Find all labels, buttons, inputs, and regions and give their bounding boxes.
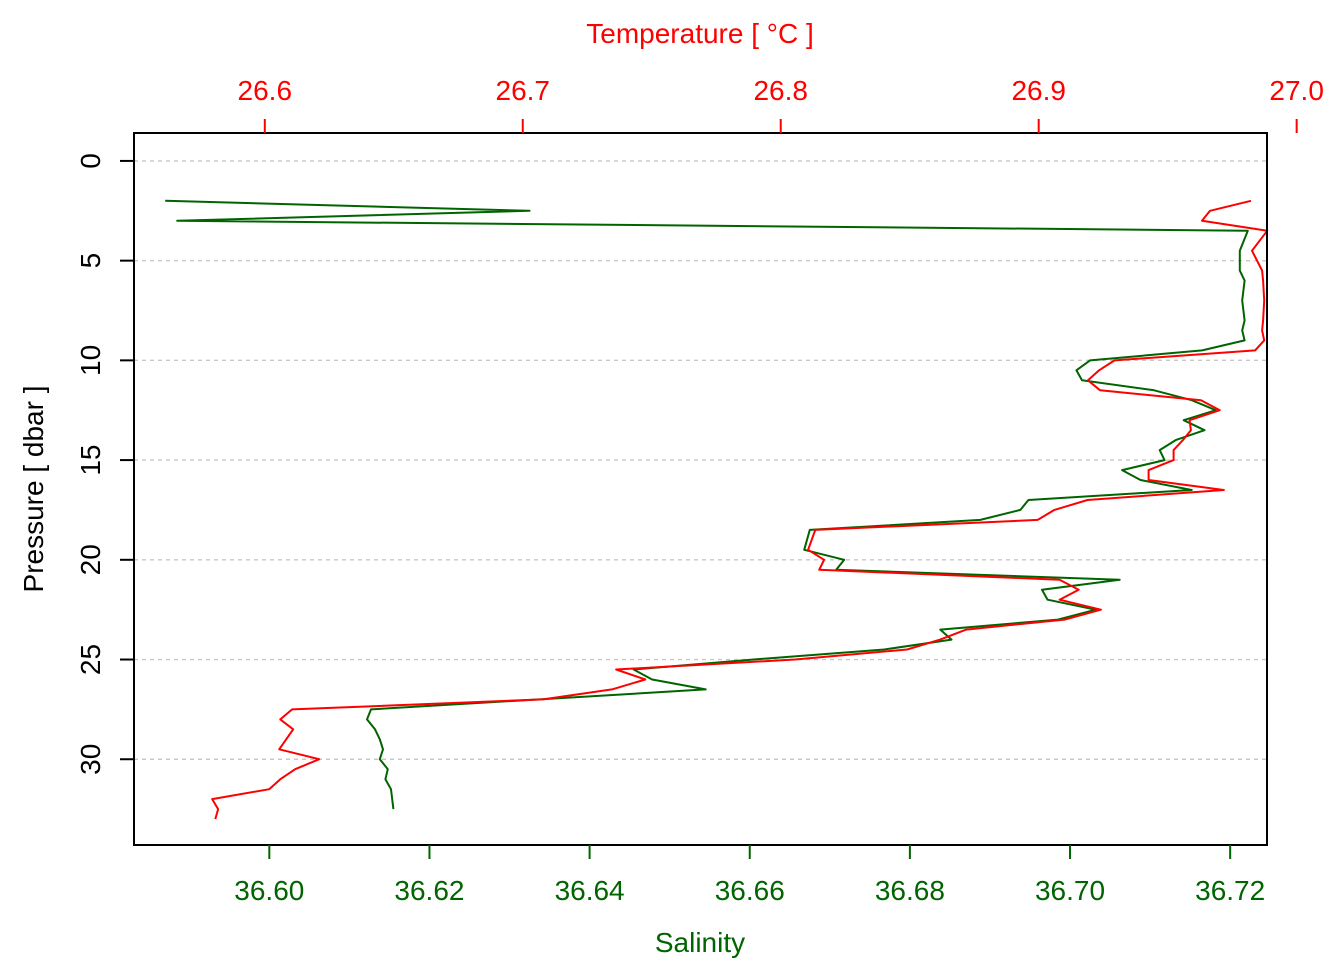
x-top-tick-label: 26.8 <box>753 75 808 106</box>
y-axis: 0 5 10 15 20 25 30 <box>75 153 134 775</box>
x-top-tick-label: 26.6 <box>238 75 293 106</box>
x-bottom-tick-label: 36.72 <box>1195 875 1265 906</box>
x-bottom-tick-label: 36.64 <box>555 875 625 906</box>
series-lines <box>165 199 1269 820</box>
y-tick-label: 0 <box>75 153 106 169</box>
x-bottom-tick-label: 36.66 <box>715 875 785 906</box>
series-line-salinity <box>165 199 1249 810</box>
x-top-tick-label: 27.0 <box>1269 75 1324 106</box>
x-bottom-tick-label: 36.70 <box>1035 875 1105 906</box>
x-top-tick-label: 26.7 <box>496 75 551 106</box>
x-bottom-tick-label: 36.60 <box>234 875 304 906</box>
x-bottom-tick-label: 36.62 <box>394 875 464 906</box>
gridlines <box>134 160 1267 760</box>
x-axis-title-temperature: Temperature [ °C ] <box>586 18 814 49</box>
plot-frame <box>133 132 1268 846</box>
x-axis-bottom: 36.60 36.62 36.64 36.66 36.68 36.70 36.72 <box>234 845 1265 906</box>
x-axis-top: 26.6 26.7 26.8 26.9 27.0 <box>238 75 1324 133</box>
y-tick-label: 25 <box>75 644 106 675</box>
x-bottom-tick-label: 36.68 <box>875 875 945 906</box>
y-tick-label: 30 <box>75 744 106 775</box>
y-axis-title-pressure: Pressure [ dbar ] <box>18 386 49 593</box>
series-line-temperature <box>211 199 1269 820</box>
y-tick-label: 15 <box>75 445 106 476</box>
y-tick-label: 5 <box>75 253 106 269</box>
x-top-tick-label: 26.9 <box>1011 75 1066 106</box>
y-tick-label: 10 <box>75 345 106 376</box>
x-axis-title-salinity: Salinity <box>655 927 745 958</box>
y-tick-label: 20 <box>75 544 106 575</box>
